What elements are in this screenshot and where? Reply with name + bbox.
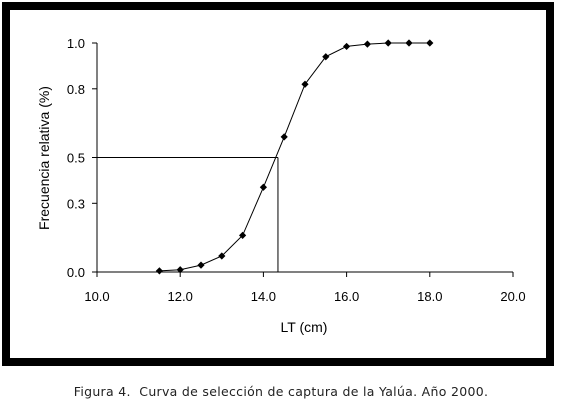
- data-point-marker: [197, 261, 205, 269]
- data-point-marker: [322, 53, 330, 61]
- data-point-marker: [301, 80, 309, 88]
- data-point-marker: [384, 39, 392, 47]
- data-point-marker: [405, 39, 413, 47]
- x-tick-label: 10.0: [84, 289, 109, 304]
- data-point-marker: [259, 183, 267, 191]
- x-tick-label: 16.0: [334, 289, 359, 304]
- data-point-marker: [155, 267, 163, 275]
- y-tick-label: 0.3: [67, 196, 85, 211]
- y-tick-label: 0.5: [67, 151, 85, 166]
- x-tick-label: 14.0: [251, 289, 276, 304]
- data-point-marker: [176, 266, 184, 274]
- y-tick-label: 0.0: [67, 265, 85, 280]
- x-tick-label: 20.0: [500, 289, 525, 304]
- data-point-marker: [426, 39, 434, 47]
- data-point-marker: [239, 231, 247, 239]
- y-axis-label: Frecuencia relativa (%): [36, 86, 52, 230]
- x-tick-label: 12.0: [168, 289, 193, 304]
- x-axis-label: LT (cm): [281, 319, 328, 335]
- data-point-marker: [343, 42, 351, 51]
- series-line: [159, 42, 430, 272]
- data-point-marker: [218, 252, 226, 260]
- plot-area: 10.0 12.0 14.0 16.0 18.0 20.0 0.0 0.3 0.5 0.8 1.0: [67, 36, 526, 304]
- data-point-marker: [363, 40, 371, 48]
- y-tick-label: 0.8: [67, 82, 85, 97]
- figure-caption: Figura 4. Curva de selección de captura …: [73, 384, 489, 399]
- x-tick-label: 18.0: [417, 289, 442, 304]
- y-tick-label: 1.0: [67, 36, 85, 51]
- chart-figure: 10.0 12.0 14.0 16.0 18.0 20.00.00.30.50.81.0 …: [2, 2, 554, 366]
- data-point-marker: [280, 133, 288, 141]
